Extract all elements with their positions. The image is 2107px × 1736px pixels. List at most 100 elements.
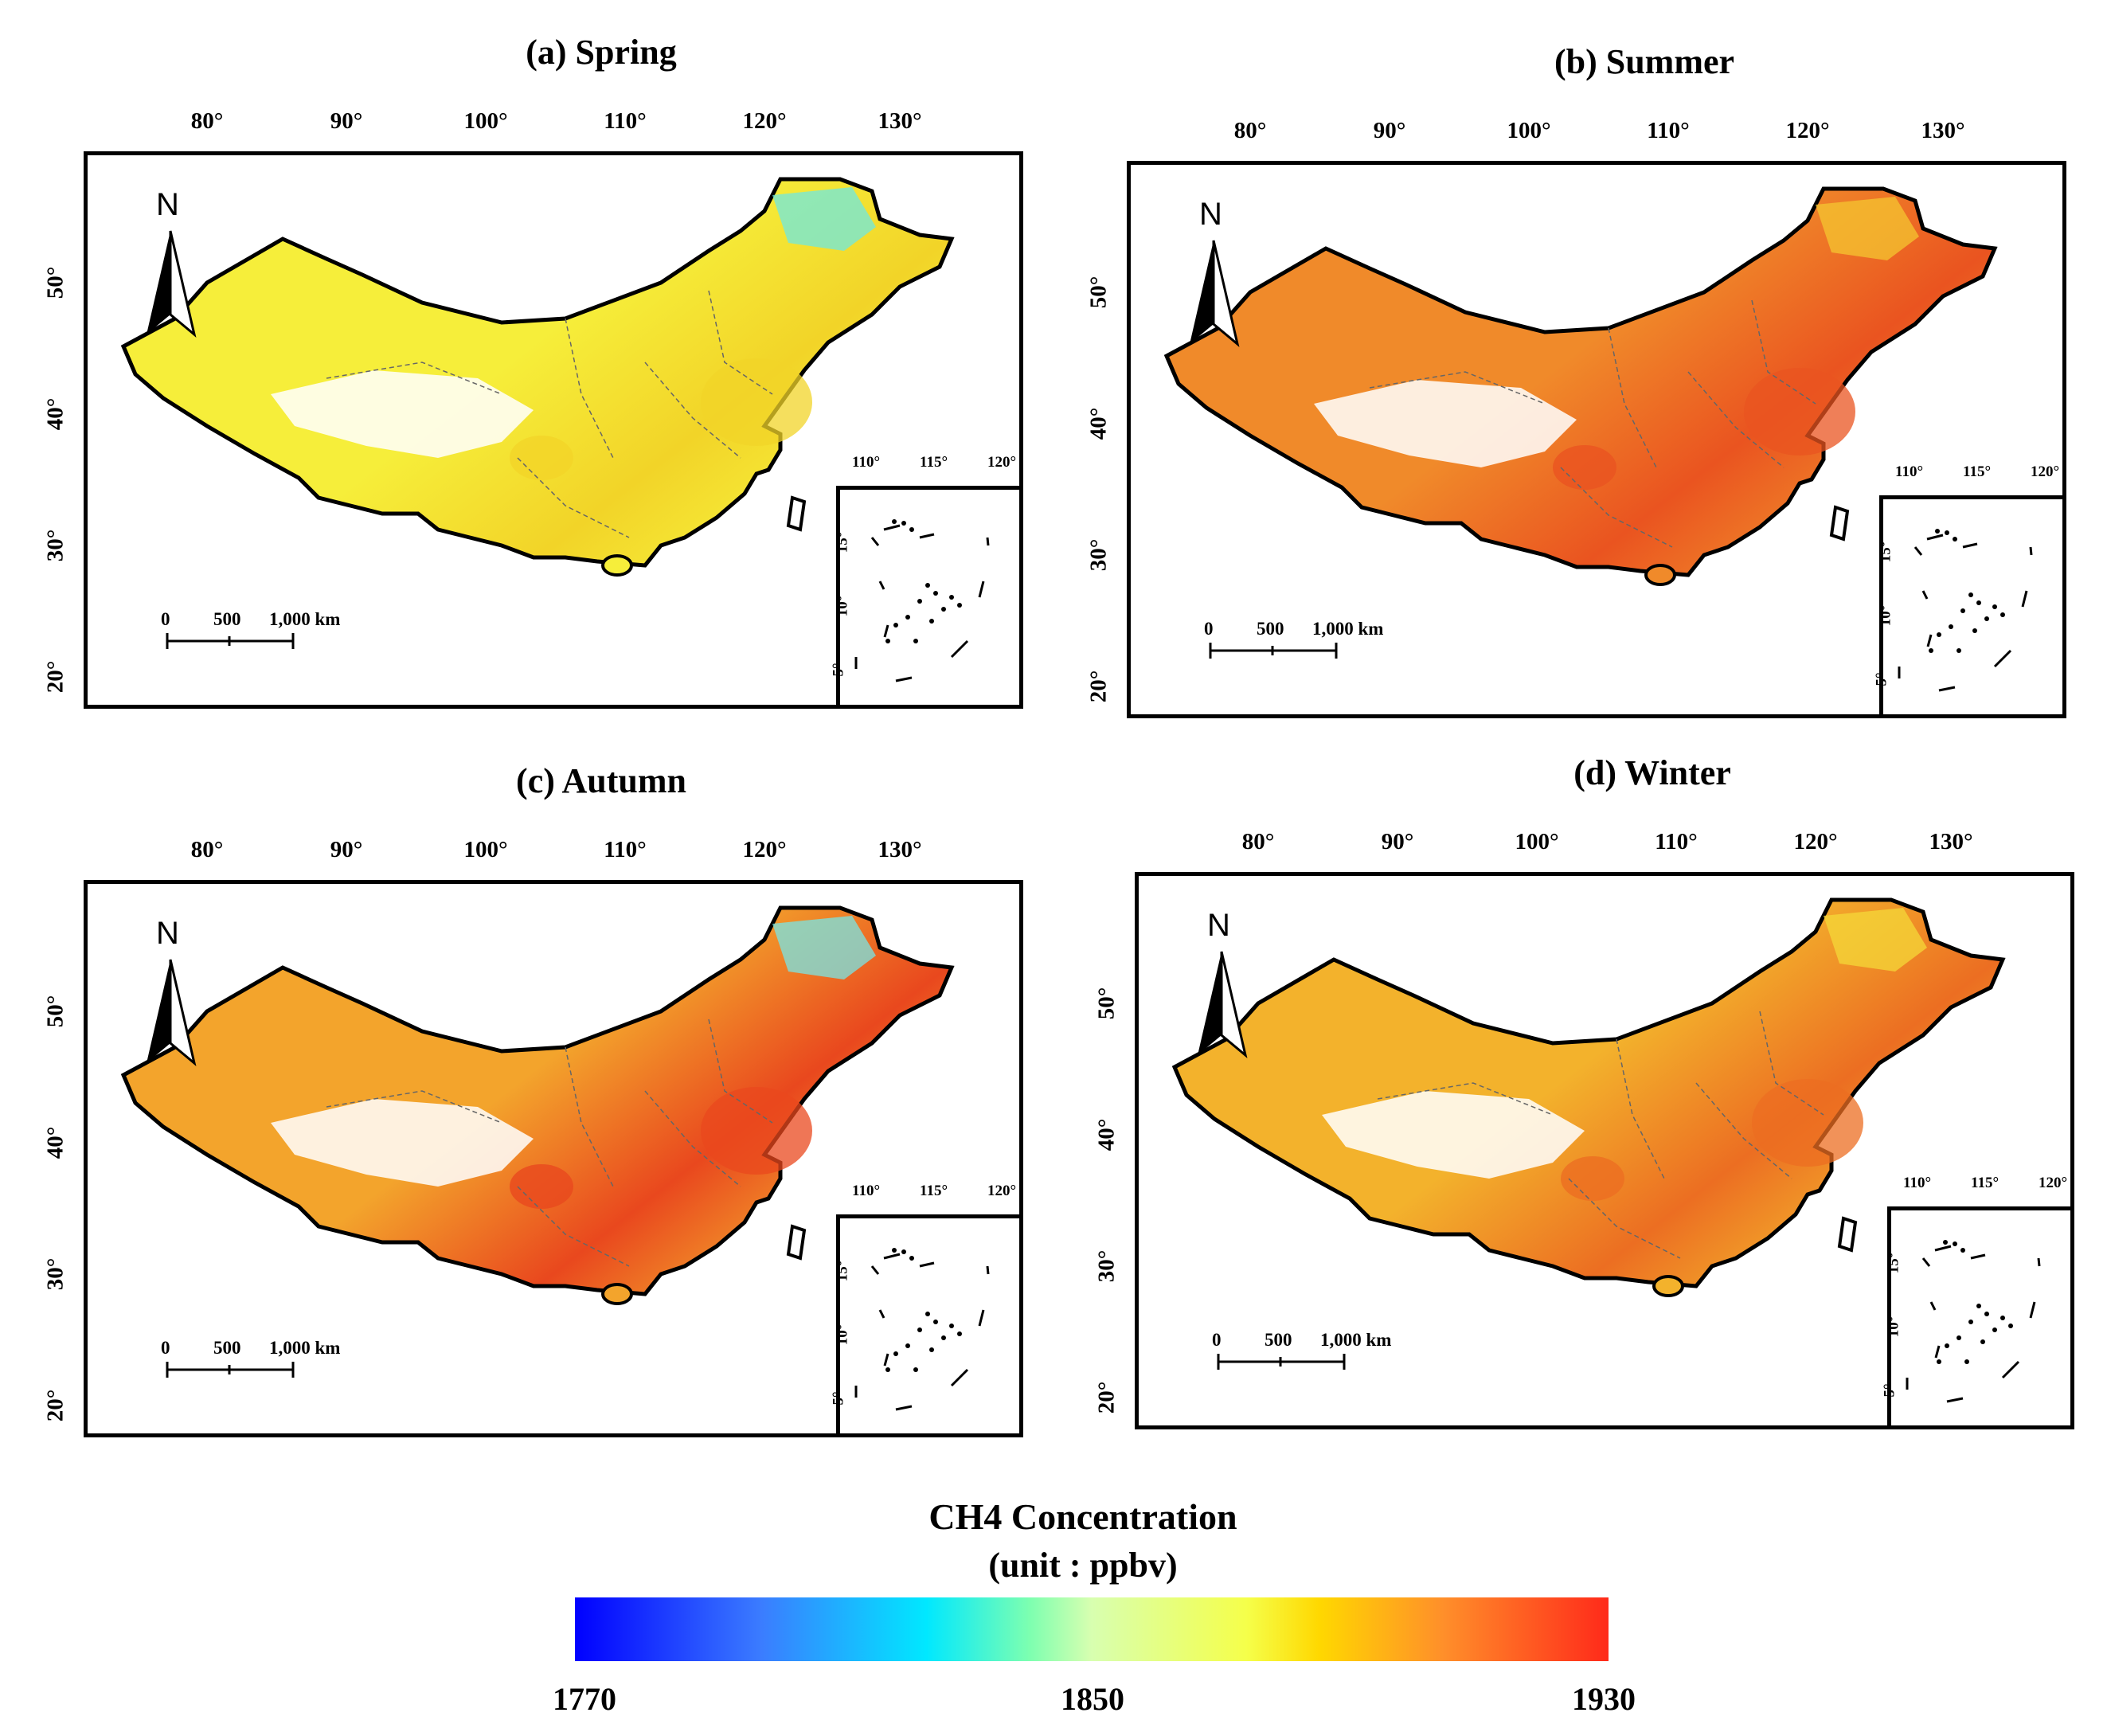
scale-label-0: 0	[1212, 1330, 1222, 1350]
map-frame: N 0 500 1,000 km 110° 115° 120° 15° 10° 5°	[84, 880, 1023, 1437]
inset-longitude-label: 110°	[852, 454, 881, 471]
inset-longitude-label: 110°	[852, 1183, 881, 1199]
taiwan-island	[1829, 505, 1850, 542]
longitude-label: 90°	[1373, 118, 1406, 143]
latitude-label: 40°	[1085, 407, 1112, 440]
china-ch4-map	[1163, 186, 1998, 586]
south-china-sea-inset	[836, 1214, 1019, 1433]
longitude-label: 100°	[1515, 829, 1559, 854]
north-label: N	[1207, 908, 1230, 943]
sichuan-basin	[510, 436, 573, 480]
scale-bar-line	[1217, 1354, 1346, 1370]
inset-longitude-label: 115°	[1963, 463, 1992, 480]
taiwan-island	[786, 1224, 807, 1261]
longitude-label: 110°	[604, 837, 647, 862]
longitude-label: 90°	[1381, 829, 1414, 854]
scale-label-500: 500	[1257, 619, 1284, 639]
inset-latitude-label: 10°	[1877, 604, 1894, 627]
latitude-label: 30°	[42, 1257, 68, 1291]
north-arrow-icon	[147, 230, 197, 338]
latitude-label: 40°	[1093, 1118, 1120, 1151]
longitude-label: 120°	[1793, 829, 1838, 854]
map-panel: (d) Winter 80° 90° 100° 110° 120° 130° 50° 40° 30…	[1094, 753, 2107, 1501]
north-arrow-icon	[147, 959, 197, 1067]
latitude-label: 20°	[42, 1389, 68, 1422]
inset-longitude-label: 115°	[920, 1183, 948, 1199]
longitude-label: 120°	[742, 837, 787, 862]
latitude-label: 40°	[42, 1126, 68, 1159]
scale-label-500: 500	[213, 609, 241, 629]
scale-label-1000: 1,000 km	[1312, 619, 1384, 639]
longitude-label: 80°	[1241, 829, 1275, 854]
longitude-label: 130°	[1921, 118, 1965, 143]
panel-title: (a) Spring	[526, 33, 677, 72]
inset-latitude-label: 5°	[830, 1391, 847, 1406]
south-china-sea-islands	[854, 519, 990, 682]
northeast-low	[1816, 197, 1919, 260]
inset-latitude-label: 5°	[1873, 672, 1890, 686]
north-arrow-icon	[1190, 240, 1240, 348]
province-borders	[1369, 299, 1816, 548]
scale-label-0: 0	[161, 609, 170, 629]
inset-latitude-label: 15°	[834, 1260, 851, 1282]
province-borders	[1377, 1011, 1824, 1259]
map-panel: (a) Spring 80° 90° 100° 110° 120° 130° 50° 40° 30…	[43, 32, 1119, 780]
inset-latitude-label: 15°	[1877, 541, 1894, 563]
scale-label-1000: 1,000 km	[269, 1338, 341, 1358]
inset-longitude-label: 120°	[987, 454, 1017, 471]
northeast-low	[772, 916, 876, 979]
north-label: N	[156, 187, 179, 222]
north-label: N	[1199, 197, 1222, 232]
longitude-label: 110°	[1655, 829, 1698, 854]
inset-latitude-label: 5°	[830, 663, 847, 677]
longitude-label: 110°	[1647, 118, 1690, 143]
longitude-label: 80°	[1233, 118, 1267, 143]
north-label: N	[156, 916, 179, 951]
tibet-gap	[271, 1099, 534, 1187]
china-ch4-map	[120, 905, 955, 1305]
taiwan-island	[1837, 1216, 1858, 1253]
longitude-label: 110°	[604, 108, 647, 134]
longitude-label: 90°	[330, 837, 363, 862]
south-china-sea-inset	[1879, 495, 2062, 714]
colorbar-unit: (unit : ppbv)	[988, 1546, 1178, 1585]
inset-longitude-label: 115°	[1971, 1175, 2000, 1191]
province-borders	[326, 1019, 773, 1267]
panel-title: (c) Autumn	[516, 761, 686, 800]
east-china-high	[1744, 368, 1855, 456]
scale-label-500: 500	[1265, 1330, 1292, 1350]
longitude-label: 80°	[190, 837, 224, 862]
south-china-sea-islands	[854, 1248, 990, 1411]
east-china-high	[1752, 1079, 1863, 1167]
inset-latitude-label: 15°	[834, 531, 851, 553]
scale-label-0: 0	[1204, 619, 1214, 639]
map-panel: (b) Summer 80° 90° 100° 110° 120° 130° 50° 40° 30…	[1086, 41, 2107, 790]
longitude-label: 120°	[742, 108, 787, 134]
map-panel: (c) Autumn 80° 90° 100° 110° 120° 130° 50° 40° 30…	[43, 760, 1119, 1509]
latitude-label: 50°	[1085, 276, 1112, 309]
scale-label-0: 0	[161, 1338, 170, 1358]
scale-label-1000: 1,000 km	[1320, 1330, 1392, 1350]
map-frame: N 0 500 1,000 km 110° 115° 120° 15° 10° 5°	[84, 151, 1023, 709]
latitude-label: 30°	[1085, 538, 1112, 572]
longitude-label: 80°	[190, 108, 224, 134]
sichuan-basin	[1553, 445, 1616, 490]
latitude-label: 30°	[1093, 1249, 1120, 1283]
map-frame: N 0 500 1,000 km 110° 115° 120° 15° 10° 5°	[1127, 161, 2066, 718]
hainan-island	[601, 554, 633, 577]
latitude-label: 30°	[42, 529, 68, 562]
east-china-high	[701, 1087, 812, 1175]
longitude-label: 130°	[878, 837, 922, 862]
scale-label-1000: 1,000 km	[269, 609, 341, 629]
east-china-high	[701, 358, 812, 446]
inset-latitude-label: 15°	[1885, 1252, 1902, 1274]
northeast-low	[772, 187, 876, 251]
inset-longitude-label: 120°	[2031, 463, 2060, 480]
northeast-low	[1824, 908, 1927, 972]
scale-bar-line	[166, 633, 295, 649]
south-china-sea-inset	[1887, 1206, 2070, 1425]
latitude-label: 50°	[1093, 987, 1120, 1020]
scale-bar-line	[1209, 643, 1338, 659]
inset-latitude-label: 10°	[834, 595, 851, 617]
panel-title: (b) Summer	[1554, 42, 1735, 81]
